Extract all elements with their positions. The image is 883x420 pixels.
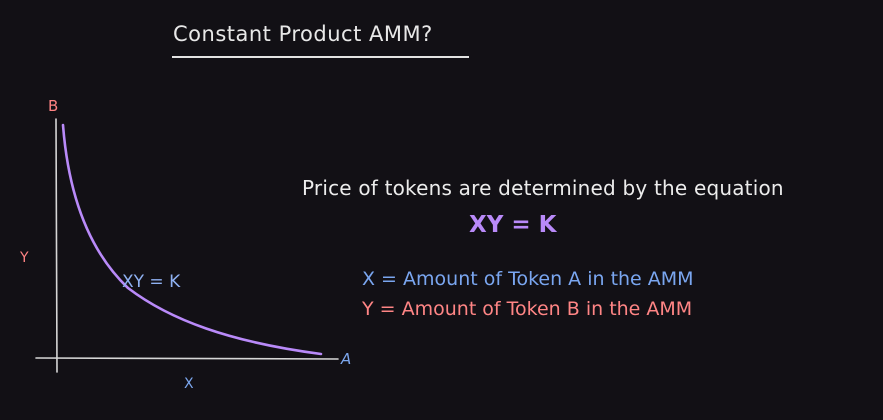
definition-y: Y = Amount of Token B in the AMM	[362, 298, 693, 320]
x-axis-line	[35, 357, 339, 360]
definition-x: X = Amount of Token A in the AMM	[362, 268, 694, 290]
title-underline	[172, 56, 469, 58]
x-axis-label: X	[184, 376, 194, 392]
y-axis-label: Y	[20, 250, 29, 266]
curve-label: XY = K	[122, 272, 181, 292]
x-axis-end-label: A	[341, 350, 352, 368]
equation: XY = K	[469, 212, 557, 238]
page-title: Constant Product AMM?	[173, 22, 433, 46]
y-axis-end-label: B	[48, 97, 59, 115]
price-statement: Price of tokens are determined by the eq…	[302, 176, 784, 200]
xy-equals-k-curve	[61, 123, 323, 356]
y-axis-line	[55, 118, 58, 373]
